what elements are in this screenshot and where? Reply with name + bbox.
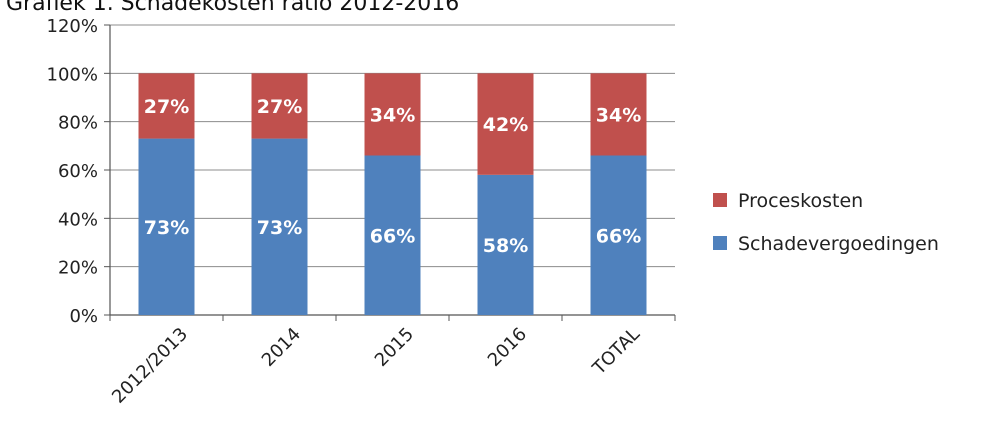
y-tick-label: 40% <box>58 209 98 230</box>
bar-proceskosten <box>477 73 534 175</box>
y-tick-label: 60% <box>58 161 98 182</box>
legend-swatch <box>713 193 727 207</box>
legend-label: Proceskosten <box>738 190 863 212</box>
y-tick-label: 80% <box>58 113 98 134</box>
data-label: 34% <box>596 104 641 126</box>
x-tick-label: 2014 <box>258 324 305 371</box>
bars <box>138 73 647 315</box>
x-tick-label: TOTAL <box>588 324 644 380</box>
x-tick-label: 2016 <box>484 324 531 371</box>
data-label: 58% <box>483 235 528 257</box>
bar-schadevergoedingen <box>251 138 308 315</box>
legend-label: Schadevergoedingen <box>738 233 939 255</box>
data-label: 73% <box>257 217 302 239</box>
bar-proceskosten <box>251 73 308 139</box>
data-label: 27% <box>257 96 302 118</box>
data-label: 42% <box>483 114 528 136</box>
bar-schadevergoedingen <box>364 155 421 315</box>
bar-schadevergoedingen <box>590 155 647 315</box>
y-tick-label: 120% <box>47 16 98 37</box>
data-labels: 73% 27% 73% 27% 66% 34% 58% 42% 66% 34% <box>144 96 641 257</box>
data-label: 34% <box>370 104 415 126</box>
data-label: 66% <box>596 225 641 247</box>
legend-swatch <box>713 236 727 250</box>
data-label: 66% <box>370 225 415 247</box>
x-tick-label: 2015 <box>371 324 418 371</box>
legend: Proceskosten Schadevergoedingen <box>713 190 939 255</box>
bar-proceskosten <box>590 73 647 156</box>
y-tick-label: 20% <box>58 258 98 279</box>
chart-title: Grafiek 1. Schadekosten ratio 2012-2016 <box>6 0 460 16</box>
bar-proceskosten <box>364 73 421 156</box>
bar-schadevergoedingen <box>477 174 534 315</box>
bar-schadevergoedingen <box>138 138 195 315</box>
data-label: 73% <box>144 217 189 239</box>
y-tick-label: 100% <box>47 64 98 85</box>
bar-proceskosten <box>138 73 195 139</box>
x-tick-label: 2012/2013 <box>108 324 192 408</box>
data-label: 27% <box>144 96 189 118</box>
y-tick-label: 0% <box>69 306 98 327</box>
